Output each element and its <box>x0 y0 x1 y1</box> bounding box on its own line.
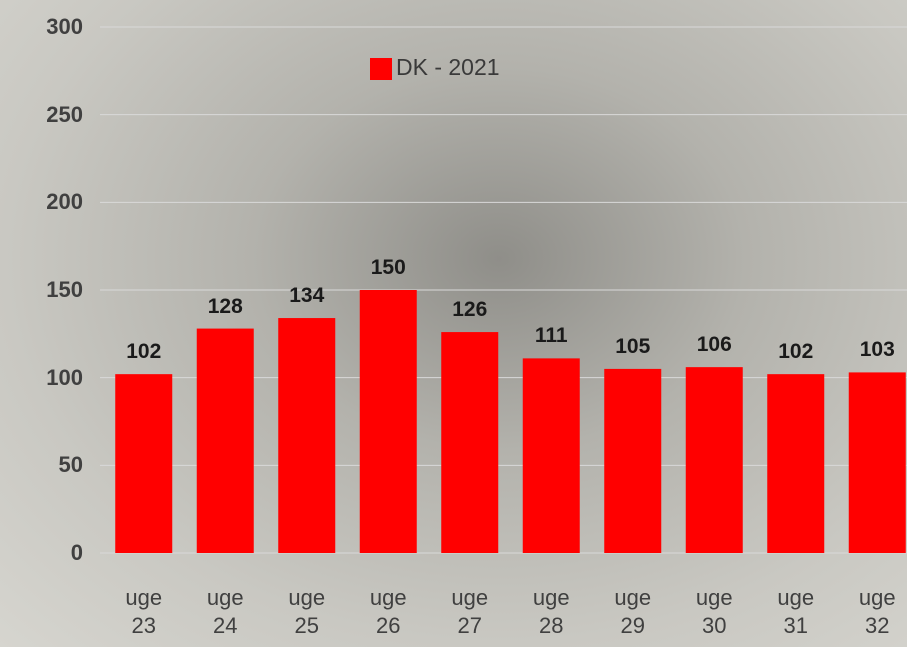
y-tick-label: 0 <box>3 540 83 566</box>
data-label: 150 <box>371 256 406 280</box>
y-tick-label: 50 <box>3 452 83 478</box>
bar <box>849 372 906 553</box>
y-tick-label: 150 <box>3 277 83 303</box>
x-tick-label: uge 32 <box>847 584 907 640</box>
y-tick-label: 250 <box>3 102 83 128</box>
bar <box>115 374 172 553</box>
bar <box>278 318 335 553</box>
x-tick-label: uge 29 <box>603 584 663 640</box>
x-tick-label: uge 27 <box>440 584 500 640</box>
legend-swatch <box>370 58 392 80</box>
x-tick-label: uge 26 <box>358 584 418 640</box>
x-tick-label: uge 23 <box>114 584 174 640</box>
data-label: 111 <box>535 324 568 348</box>
x-tick-label: uge 30 <box>684 584 744 640</box>
y-tick-label: 100 <box>3 365 83 391</box>
data-label: 103 <box>860 338 895 362</box>
chart: 0 50 100 150 200 250 300 uge 23 uge 24 uge 25 uge … <box>0 0 907 647</box>
data-label: 126 <box>452 298 487 322</box>
data-label: 102 <box>778 340 813 364</box>
data-label: 128 <box>208 295 243 319</box>
data-label: 102 <box>126 340 161 364</box>
bar <box>604 369 661 553</box>
bar <box>197 329 254 553</box>
data-label: 106 <box>697 333 732 357</box>
bar <box>441 332 498 553</box>
y-tick-label: 200 <box>3 189 83 215</box>
legend-label: DK - 2021 <box>396 54 500 81</box>
bar <box>360 290 417 553</box>
data-label: 105 <box>615 335 650 359</box>
bar <box>767 374 824 553</box>
x-tick-label: uge 28 <box>521 584 581 640</box>
bar <box>523 358 580 553</box>
x-tick-label: uge 24 <box>195 584 255 640</box>
x-tick-label: uge 25 <box>277 584 337 640</box>
y-tick-label: 300 <box>3 14 83 40</box>
data-label: 134 <box>289 284 324 308</box>
plot <box>0 0 907 647</box>
x-tick-label: uge 31 <box>766 584 826 640</box>
bar <box>686 367 743 553</box>
